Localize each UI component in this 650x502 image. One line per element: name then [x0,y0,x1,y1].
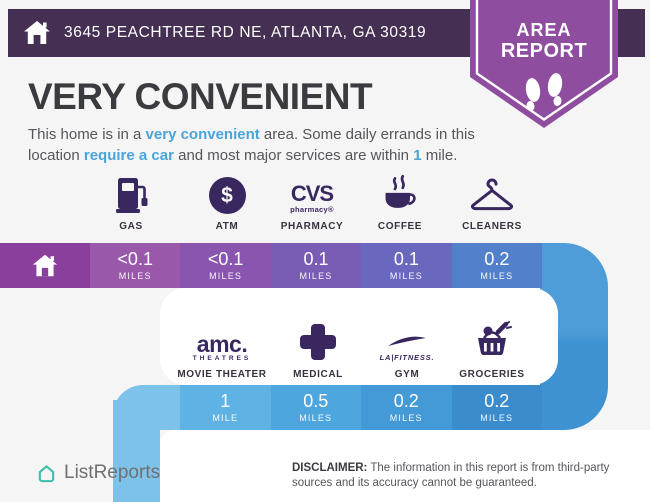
coffee-cup-icon [385,174,416,208]
distance-cell-cleaners: 0.2 MILES [451,243,543,288]
place-label: ATM [215,221,239,232]
summary-description: This home is in a very convenient area. … [28,124,506,166]
place-cleaners: CLEANERS [447,168,537,232]
place-label: PHARMACY [280,221,344,232]
distance-value: 0.2 [484,249,510,269]
cvs-logo-subtext: pharmacy® [290,205,334,214]
distance-unit: MILE [212,413,239,423]
distance-cell-gas: <0.1 MILES [90,243,181,288]
description-text: mile. [421,147,458,164]
distance-cell-coffee: 0.1 MILES [361,243,452,288]
bar-left-cap [113,385,180,430]
grocery-basket-icon [478,321,512,356]
disclaimer-text: DISCLAIMER: The information in this repo… [292,461,640,491]
distance-value: 0.5 [303,391,329,411]
home-icon [24,21,50,44]
brand-name: ListReports [64,462,161,483]
area-report-badge: AREA REPORT [470,0,618,128]
amc-logo-text: amc. [196,331,248,358]
place-atm: $ ATM [182,168,272,232]
distance-cell-groceries: 0.2 MILES [451,385,542,430]
description-text: and most major services are within [173,147,414,164]
distance-unit: MILES [389,413,423,423]
la-fitness-text: LA|FITNESS. [379,353,435,362]
distance-value: 0.1 [303,249,329,269]
disclaimer-body: The information in this report is from t… [292,462,610,489]
place-movie-theater: amc. THEATRES MOVIE THEATER [167,312,277,380]
medical-cross-icon [300,324,336,360]
clothes-hanger-icon [470,178,514,211]
description-text: area. Some daily errands in this locatio… [28,126,475,164]
distance-cell-gym: 0.2 MILES [361,385,452,430]
description-text: This home is in a [28,126,146,143]
badge-line2: REPORT [500,40,588,63]
amc-logo-subtext: THEATRES [192,355,252,362]
footer-card [160,430,650,502]
place-label: GYM [394,369,420,380]
listreports-house-icon [38,464,55,482]
distance-unit: MILES [209,271,243,281]
amc-theatres-logo: amc. THEATRES [192,331,252,362]
distance-cell-medical: 0.5 MILES [270,385,361,430]
badge-text: AREA REPORT [470,20,618,63]
distance-bar-row2: 1 MILE 0.5 MILES 0.2 MILES 0.2 MILES [113,385,542,430]
place-coffee: COFFEE [355,168,445,232]
badge-shape [470,0,618,128]
page-title: VERY CONVENIENT [28,76,373,117]
cvs-pharmacy-logo: CVS pharmacy® [290,181,334,215]
la-fitness-logo: LA|FITNESS. [380,335,435,362]
highlighted-phrase: require a car [83,147,174,164]
place-label: CLEANERS [462,221,522,232]
distance-value: 0.2 [484,391,510,411]
home-start-cell [0,243,90,288]
distance-value: 1 [220,391,231,411]
footprints-icon [525,73,563,111]
distance-unit: MILES [480,271,514,281]
property-address: 3645 PEACHTREE RD NE, ATLANTA, GA 30319 [64,24,427,41]
dollar-circle-icon: $ [208,177,246,214]
disclaimer-label: DISCLAIMER: [292,462,368,474]
place-medical: MEDICAL [263,312,373,380]
place-gas: GAS [86,168,176,232]
listreports-logo: ListReports [36,462,160,484]
distance-unit: MILES [299,271,333,281]
gas-pump-icon [116,178,148,213]
distance-value: <0.1 [117,249,153,269]
distance-cell-movie-theater: 1 MILE [180,385,271,430]
distance-unit: MILES [299,413,333,423]
highlighted-phrase: very convenient [145,126,260,143]
la-fitness-swoosh-icon [388,336,426,346]
dollar-symbol: $ [221,183,233,207]
distance-unit: MILES [118,271,152,281]
distance-bar-row1: <0.1 MILES <0.1 MILES 0.1 MILES 0.1 MILE… [0,243,543,288]
distance-unit: MILES [480,413,514,423]
place-label: MEDICAL [293,369,343,380]
place-label: GAS [119,221,143,232]
place-label: MOVIE THEATER [177,369,267,380]
distance-value: 0.2 [393,391,419,411]
place-pharmacy: CVS pharmacy® PHARMACY [267,168,357,233]
badge-line1: AREA [516,20,572,40]
distance-unit: MILES [389,271,423,281]
highlighted-phrase: 1 [413,147,422,164]
place-gym: LA|FITNESS. GYM [352,312,462,380]
place-label: COFFEE [377,221,423,232]
distance-value: 0.1 [393,249,419,269]
distance-value: <0.1 [207,249,244,269]
row2-card [160,288,558,385]
cvs-logo-text: CVS [290,181,334,206]
distance-cell-pharmacy: 0.1 MILES [270,243,362,288]
place-label: GROCERIES [459,369,525,380]
distance-cell-atm: <0.1 MILES [180,243,271,288]
place-groceries: GROCERIES [437,308,547,380]
home-icon [32,254,58,276]
